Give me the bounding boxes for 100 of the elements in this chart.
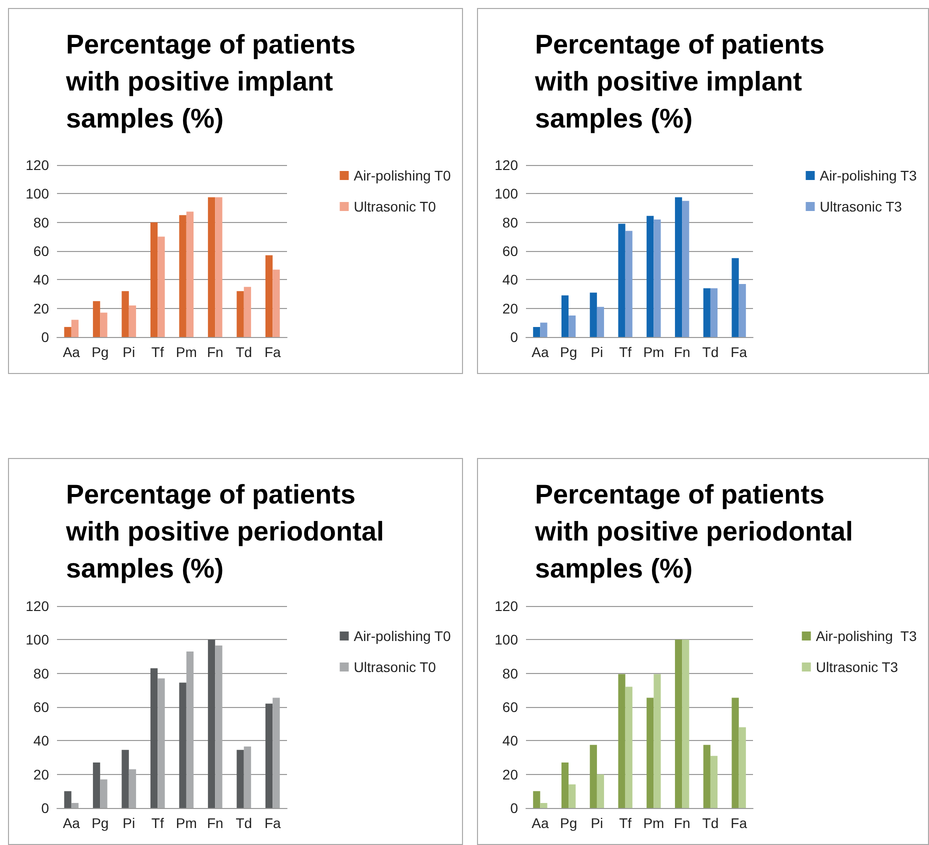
x-tick-label: Pi — [590, 344, 604, 360]
legend-label: Air-polishing T0 — [354, 628, 451, 644]
x-tick-label: Fn — [206, 815, 224, 831]
y-tick-label: 20 — [502, 300, 518, 316]
bar — [215, 646, 222, 808]
x-tick-label: Pi — [590, 815, 604, 831]
bar — [540, 802, 548, 808]
y-tick-label: 60 — [33, 699, 50, 715]
y-tick-label: 20 — [502, 766, 518, 782]
y-tick-label: 120 — [26, 157, 50, 173]
y-tick-label: 60 — [502, 243, 518, 259]
bar — [674, 640, 682, 808]
bar — [71, 802, 79, 808]
bar — [710, 756, 718, 808]
x-tick-label: Aa — [62, 344, 80, 360]
chart-title: Percentage of patients with positive implant samples (%) — [65, 30, 364, 134]
bar — [272, 270, 280, 337]
bar — [625, 686, 632, 808]
legend-label: Ultrasonic T3 — [816, 659, 898, 675]
legend-label: Ultrasonic T3 — [820, 198, 902, 214]
bar — [186, 651, 194, 808]
y-tick-label: 100 — [494, 632, 518, 648]
bar — [682, 200, 690, 337]
x-tick-label: Tf — [151, 344, 164, 360]
bar — [618, 224, 626, 337]
bar — [122, 750, 129, 808]
bar — [654, 674, 661, 808]
bar — [64, 326, 72, 337]
bar — [71, 320, 79, 337]
x-tick-label: Tf — [151, 815, 164, 831]
bar — [64, 791, 72, 808]
y-tick-label: 100 — [26, 186, 50, 202]
y-tick-label: 0 — [510, 800, 518, 816]
x-tick-label: Pm — [176, 815, 197, 831]
bar — [533, 326, 540, 337]
bar — [682, 640, 690, 808]
y-tick-label: 120 — [26, 598, 50, 614]
x-tick-label: Fa — [730, 344, 748, 360]
bar — [92, 301, 100, 337]
y-tick-label: 0 — [41, 800, 50, 816]
chart-title: Percentage of patients with positive periodontal samples (%) — [534, 480, 861, 584]
bar — [208, 197, 216, 337]
bar — [244, 746, 252, 808]
bar — [738, 727, 746, 808]
bar — [236, 750, 244, 808]
bar — [654, 219, 661, 337]
y-tick-label: 20 — [33, 300, 50, 316]
y-tick-label: 80 — [33, 665, 50, 682]
x-tick-label: Pm — [176, 344, 197, 360]
bar — [236, 291, 244, 337]
legend-label: Air-polishing T3 — [820, 168, 917, 184]
bar — [568, 784, 576, 808]
x-tick-label: Aa — [62, 815, 80, 831]
y-tick-label: 120 — [494, 598, 518, 614]
x-tick-label: Pi — [122, 815, 136, 831]
bar — [703, 288, 710, 337]
x-tick-label: Aa — [532, 815, 549, 831]
bar — [596, 774, 604, 808]
bar — [150, 668, 158, 808]
bar — [703, 744, 710, 808]
x-tick-label: Td — [702, 344, 719, 360]
y-tick-label: 40 — [33, 732, 50, 749]
y-tick-label: 100 — [494, 186, 518, 202]
bar — [674, 197, 682, 337]
bar — [215, 197, 222, 337]
bar — [568, 316, 576, 337]
x-tick-label: Pm — [643, 344, 664, 360]
x-tick-label: Fn — [674, 344, 690, 360]
bar — [533, 791, 540, 808]
bar — [646, 698, 654, 808]
x-tick-label: Pg — [560, 815, 578, 831]
y-tick-label: 40 — [33, 272, 50, 288]
bar — [561, 295, 569, 337]
x-tick-label: Pg — [92, 815, 109, 831]
bar — [92, 762, 100, 808]
bar — [625, 230, 632, 337]
x-tick-label: Aa — [532, 344, 549, 360]
x-tick-label: Fa — [264, 815, 282, 831]
x-tick-label: Pm — [643, 815, 664, 831]
y-tick-label: 40 — [502, 732, 518, 749]
x-tick-label: Tf — [619, 815, 632, 831]
bar — [272, 698, 280, 808]
bar — [186, 212, 194, 337]
x-tick-label: Pi — [122, 344, 136, 360]
bar — [150, 222, 158, 337]
chart-title: Percentage of patients with positive periodontal samples (%) — [65, 480, 392, 584]
bar — [244, 286, 252, 337]
y-tick-label: 100 — [26, 632, 50, 648]
x-tick-label: Fn — [206, 344, 224, 360]
bar — [590, 744, 597, 808]
x-tick-label: Pg — [92, 344, 109, 360]
bar — [158, 678, 165, 808]
bar — [618, 674, 626, 808]
y-tick-label: 0 — [41, 329, 50, 345]
legend-label: Air-polishing T0 — [354, 168, 451, 184]
bar — [158, 236, 165, 337]
y-tick-label: 60 — [33, 243, 50, 259]
x-tick-label: Tf — [619, 344, 632, 360]
bar — [561, 762, 569, 808]
bar — [208, 640, 216, 808]
